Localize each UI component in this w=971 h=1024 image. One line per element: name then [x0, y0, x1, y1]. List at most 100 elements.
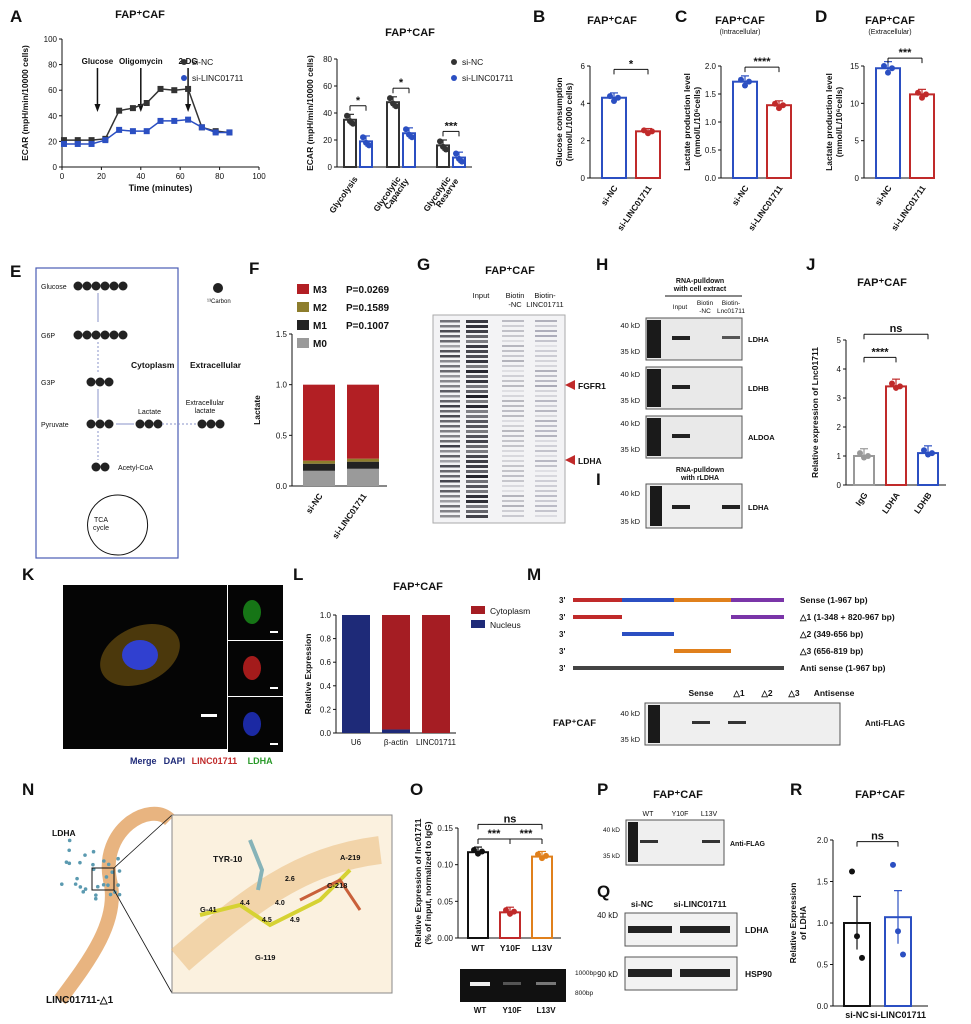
gel-band [466, 515, 488, 518]
blot-label: LDHB [748, 384, 769, 393]
gel-band [440, 390, 460, 393]
data-point [185, 86, 191, 92]
y-tick-label: 0.15 [437, 824, 453, 833]
gel-band [466, 375, 488, 378]
gel-band [466, 490, 488, 493]
gel-band [440, 375, 460, 378]
gel-band [466, 400, 488, 403]
gel-band [466, 505, 488, 508]
carbon-bead [87, 378, 96, 387]
y-axis-label-2: (mmol/L/10⁶cells) [834, 87, 844, 158]
gel-band [502, 485, 524, 487]
gel-band [502, 340, 524, 342]
panel-title: FAP⁺CAF [855, 789, 905, 801]
protein-atom [116, 857, 120, 861]
data-point [130, 128, 136, 134]
lane-label: Biotin- [722, 300, 740, 307]
protein-atom [84, 887, 88, 891]
bar [733, 82, 757, 178]
gel-band [535, 435, 557, 437]
y-axis-label: Lactate production level [824, 73, 834, 171]
gel-band [502, 415, 524, 417]
carbon-bead [216, 420, 225, 429]
data-point [226, 129, 232, 135]
x-tick-label: 40 [136, 172, 145, 181]
gel-band [502, 370, 524, 372]
carbon-bead [83, 331, 92, 340]
node-label: G6P [41, 333, 55, 340]
blot-band [628, 926, 672, 933]
carbon-bead [96, 378, 105, 387]
replicate-dot [780, 102, 786, 108]
gel-band [440, 405, 460, 408]
y-tick-label: 0.05 [437, 897, 453, 906]
region-label: Cytoplasm [131, 360, 175, 370]
bar [767, 105, 791, 178]
gel-band [440, 345, 460, 348]
gel-band [440, 455, 460, 458]
replicate-dot [854, 933, 860, 939]
legend-marker [181, 59, 187, 65]
gel-band [502, 475, 524, 477]
y-tick-label: 15 [850, 62, 859, 71]
lane-label: Input [673, 304, 688, 311]
gel-band [502, 480, 524, 482]
replicate-dot [387, 95, 393, 101]
protein-atom [92, 850, 96, 854]
panel-letter-N: N [22, 780, 34, 799]
rna-ribbon [60, 814, 170, 1000]
significance-label: **** [753, 56, 771, 68]
ladder [647, 320, 661, 358]
y-tick-label: 0.5 [817, 961, 829, 970]
gel-band [466, 340, 488, 343]
y-axis-label-2: (mmol/L/1000 cells) [564, 83, 574, 162]
data-point [61, 141, 67, 147]
gel-band [535, 380, 557, 382]
gel-band [466, 450, 488, 453]
panel-subtitle: (Extracellular) [868, 29, 911, 36]
band-marker-label: FGFR1 [578, 381, 606, 391]
gel-band [466, 465, 488, 468]
gel-band [440, 445, 460, 448]
replicate-dot [915, 90, 921, 96]
strand-end: 3' [559, 630, 565, 639]
y-tick-label: 1.0 [276, 381, 288, 390]
significance-label: *** [488, 828, 502, 840]
blot-title: with rLDHA [680, 475, 719, 482]
gel-band [502, 335, 524, 337]
lane-label: L13V [701, 811, 718, 818]
scale-bar [201, 714, 217, 717]
protein-atom [60, 882, 64, 886]
kd-marker: 40 kD [597, 911, 618, 920]
y-tick-label: 60 [323, 82, 332, 91]
protein-atom [118, 869, 122, 873]
gel-band [535, 370, 557, 372]
gel-band [502, 410, 524, 412]
y-tick-label: 0.4 [320, 682, 332, 691]
legend-label: M1 [313, 321, 327, 332]
gel-band [466, 370, 488, 373]
legend-label: si-LINC01711 [192, 73, 244, 83]
replicate-dot [344, 113, 350, 119]
kd-marker: 40 kD [620, 709, 640, 718]
protein-atom [67, 848, 71, 852]
gel-band [535, 500, 557, 502]
data-point [75, 141, 81, 147]
kd-marker: 35 kD [603, 853, 620, 860]
bar-si-nc [387, 102, 399, 167]
y-tick-label: 4 [581, 99, 586, 108]
category-label: Glycolysis [327, 174, 360, 215]
carbon-bead [198, 420, 207, 429]
blot-label: Anti-FLAG [865, 719, 905, 728]
category-label: IgG [853, 490, 870, 508]
replicate-dot [409, 134, 415, 140]
category-label: si-NC [845, 1010, 869, 1020]
legend-pvalue: P=0.1589 [346, 303, 390, 314]
gel-band [535, 350, 557, 352]
gel-band [535, 495, 557, 497]
replicate-dot [881, 63, 887, 69]
panel-title: FAP⁺CAF [385, 27, 435, 39]
gel-band [440, 505, 460, 508]
protein-atom [110, 870, 114, 874]
gel-band [535, 405, 557, 407]
